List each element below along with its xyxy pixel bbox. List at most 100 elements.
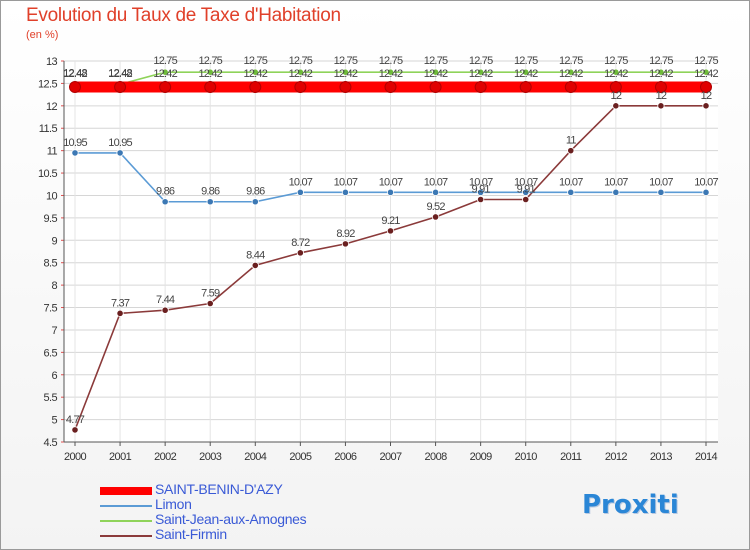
legend-label-limon: Limon [155, 496, 192, 512]
data-label-saint-jean: 12.75 [604, 55, 628, 67]
data-point-saint-jean [341, 68, 350, 76]
data-point-saint-benin [294, 80, 307, 93]
legend-swatch-limon [100, 505, 152, 507]
data-label-saint-benin: 12.42 [379, 68, 403, 80]
data-label-saint-jean: 12.75 [469, 55, 493, 67]
data-point-limon [657, 188, 665, 196]
data-label-saint-benin: 12.42 [289, 68, 313, 80]
x-tick-label: 2002 [154, 451, 177, 463]
axes: 4.555.566.577.588.599.51010.51111.51212.… [38, 56, 718, 463]
proxiti-logo[interactable]: Proxiti [582, 490, 679, 520]
legend-label-saint-firmin: Saint-Firmin [155, 526, 227, 542]
data-label-saint-benin: 12.42 [469, 68, 493, 80]
y-tick-label: 11 [47, 146, 58, 158]
data-point-limon [431, 188, 440, 196]
data-label-saint-jean: 12.75 [379, 55, 403, 67]
data-point-saint-benin [519, 80, 532, 93]
data-label-saint-firmin: 9.52 [426, 201, 445, 213]
data-point-saint-firmin [657, 102, 665, 110]
data-label-limon: 10.07 [424, 176, 448, 188]
data-label-limon: 10.07 [649, 176, 673, 188]
data-label-saint-jean: 12.75 [244, 55, 268, 67]
legend-label-saint-benin: SAINT-BENIN-D'AZY [155, 481, 283, 497]
data-point-saint-jean [612, 68, 620, 76]
x-tick-label: 2010 [515, 451, 538, 463]
data-point-limon [161, 198, 169, 206]
data-point-limon [71, 149, 79, 157]
y-tick-label: 5.5 [44, 392, 58, 404]
data-point-saint-benin [474, 80, 487, 93]
data-point-limon [477, 188, 485, 196]
y-tick-label: 9 [51, 235, 57, 247]
x-tick-label: 2004 [244, 451, 267, 463]
data-label-saint-benin: 12.42 [424, 68, 448, 80]
data-point-saint-jean [386, 68, 395, 76]
data-labels: 12.42 12.42 12.42 12.42 12.42 12.42 12.42 12.42… [63, 55, 719, 426]
data-point-saint-benin [654, 80, 667, 93]
data-label-saint-jean: 12.48 [108, 67, 132, 79]
data-point-saint-firmin [612, 102, 620, 110]
y-tick-label: 11.5 [39, 123, 58, 135]
data-point-saint-jean [206, 68, 214, 76]
data-label-saint-jean: 12.75 [559, 55, 583, 67]
y-axis-unit-label: (en %) [26, 29, 59, 41]
y-tick-label: 6.5 [44, 347, 58, 359]
data-label-saint-benin: 12.42 [514, 68, 538, 80]
data-label-limon: 10.07 [289, 176, 313, 188]
data-label-saint-benin: 12.42 [649, 68, 673, 80]
data-point-limon [116, 149, 124, 157]
legend-swatch-saint-jean [100, 520, 152, 522]
data-label-limon: 9.86 [246, 186, 265, 198]
data-label-saint-firmin: 9.91 [472, 184, 491, 196]
y-tick-label: 6 [51, 370, 57, 382]
data-label-limon: 10.07 [604, 176, 628, 188]
y-tick-label: 12.5 [38, 78, 57, 90]
data-label-saint-jean: 12.48 [63, 67, 87, 79]
data-point-limon [386, 188, 395, 196]
data-point-saint-benin [700, 80, 712, 93]
data-point-saint-benin [429, 80, 442, 93]
data-point-saint-jean [702, 68, 710, 76]
data-point-saint-firmin [567, 147, 575, 155]
data-point-saint-firmin [71, 426, 79, 434]
y-tick-label: 8 [51, 280, 57, 292]
data-label-limon: 10.07 [559, 176, 583, 188]
data-point-saint-benin [339, 80, 352, 93]
data-series [69, 68, 712, 434]
data-label-saint-firmin: 12 [656, 90, 667, 102]
data-label-saint-benin: 12.42 [108, 68, 132, 80]
x-tick-label: 2014 [695, 451, 718, 463]
data-point-saint-firmin [296, 249, 304, 257]
data-label-limon: 10.07 [334, 176, 358, 188]
data-label-limon: 9.86 [156, 186, 175, 198]
data-label-saint-firmin: 8.92 [336, 228, 355, 240]
y-tick-label: 10 [46, 190, 58, 202]
data-point-saint-jean [161, 68, 169, 76]
data-point-saint-benin [564, 80, 577, 93]
data-label-saint-firmin: 12 [701, 90, 712, 102]
data-label-limon: 10.07 [469, 176, 493, 188]
legend-swatch-saint-firmin [100, 535, 152, 537]
data-point-limon [702, 188, 710, 196]
data-point-saint-jean [431, 68, 440, 76]
legend-label-saint-jean: Saint-Jean-aux-Amognes [155, 511, 307, 527]
data-point-saint-jean [522, 68, 530, 76]
x-tick-label: 2007 [379, 451, 402, 463]
x-tick-label: 2000 [64, 451, 87, 463]
y-tick-label: 13 [46, 56, 58, 68]
data-point-saint-benin [384, 80, 397, 93]
x-tick-label: 2011 [560, 451, 582, 463]
data-label-saint-firmin: 11 [566, 135, 577, 147]
data-label-saint-benin: 12.42 [63, 68, 87, 80]
data-label-saint-jean: 12.75 [153, 55, 177, 67]
data-point-saint-firmin [206, 299, 214, 308]
data-label-saint-jean: 12.75 [289, 55, 313, 67]
data-point-limon [522, 188, 530, 196]
data-label-saint-benin: 12.42 [694, 68, 718, 80]
data-point-limon [612, 188, 620, 196]
data-point-saint-jean [567, 68, 575, 76]
data-label-limon: 10.07 [379, 176, 403, 188]
data-point-saint-benin [114, 80, 127, 93]
data-label-saint-firmin: 12 [611, 90, 622, 102]
data-point-saint-benin [69, 80, 81, 93]
